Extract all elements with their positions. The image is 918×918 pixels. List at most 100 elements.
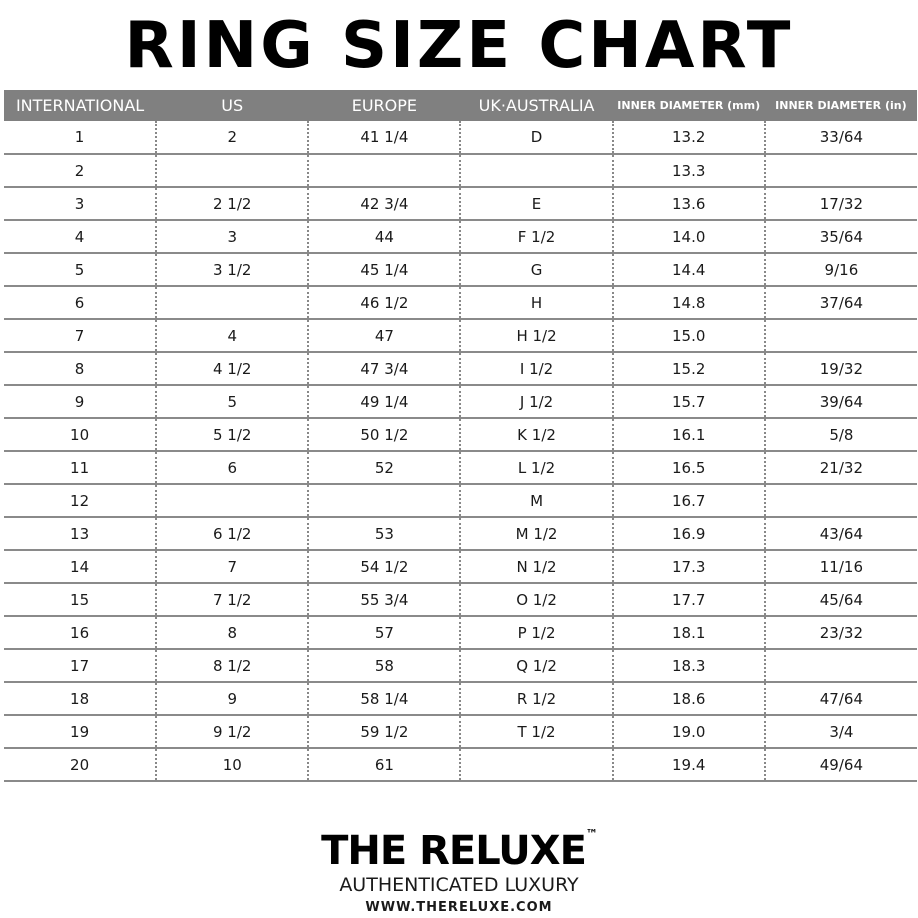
table-cell: I 1/2	[459, 352, 613, 386]
table-cell: 6	[4, 286, 157, 320]
table-cell: 13.3	[611, 154, 765, 188]
table-cell	[155, 154, 309, 188]
table-cell: 19	[4, 715, 157, 749]
table-cell: 6 1/2	[155, 517, 309, 551]
table-row: 18 9 58 1/4 R 1/2 18.6 47/64	[4, 682, 917, 716]
table-cell: 39/64	[763, 385, 917, 419]
table-cell: 52	[307, 451, 461, 485]
table-cell	[155, 286, 309, 320]
table-row: 19 9 1/2 59 1/2 T 1/2 19.0 3/4	[4, 715, 917, 749]
table-cell: 17.7	[611, 583, 765, 617]
table-cell: 7 1/2	[155, 583, 309, 617]
table-cell: 16.7	[611, 484, 765, 518]
table-row: 4 3 44 F 1/2 14.0 35/64	[4, 220, 917, 254]
table-cell: 57	[307, 616, 461, 650]
table-cell: 9	[155, 682, 309, 716]
table-cell: M	[459, 484, 613, 518]
table-row: 1 2 41 1/4 D 13.2 33/64	[4, 121, 917, 155]
table-cell: 46 1/2	[307, 286, 461, 320]
table-cell: 8	[4, 352, 157, 386]
table-cell: 14	[4, 550, 157, 584]
table-cell: 10	[155, 748, 309, 782]
table-cell: 19.0	[611, 715, 765, 749]
table-row: 10 5 1/2 50 1/2 K 1/2 16.1 5/8	[4, 418, 917, 452]
table-cell: 3 1/2	[155, 253, 309, 287]
table-cell: 23/32	[763, 616, 917, 650]
table-cell: 6	[155, 451, 309, 485]
table-cell: 47 3/4	[307, 352, 461, 386]
table-cell: F 1/2	[459, 220, 613, 254]
table-cell: 50 1/2	[307, 418, 461, 452]
table-cell: 11/16	[763, 550, 917, 584]
table-cell: 43/64	[763, 517, 917, 551]
table-cell: 16.5	[611, 451, 765, 485]
table-cell: 5 1/2	[155, 418, 309, 452]
table-cell: 3	[155, 220, 309, 254]
header-us: US	[156, 90, 309, 121]
table-cell: 10	[4, 418, 157, 452]
table-cell: 14.8	[611, 286, 765, 320]
table-cell: 19.4	[611, 748, 765, 782]
table-cell: 4	[155, 319, 309, 353]
table-cell: 61	[307, 748, 461, 782]
table-cell: 14.4	[611, 253, 765, 287]
table-cell: 8 1/2	[155, 649, 309, 683]
trademark-symbol: ™	[585, 827, 598, 841]
table-cell: 3/4	[763, 715, 917, 749]
table-cell: 15	[4, 583, 157, 617]
table-cell: 45 1/4	[307, 253, 461, 287]
table-cell: 5	[4, 253, 157, 287]
table-cell: 16.1	[611, 418, 765, 452]
table-cell: 17.3	[611, 550, 765, 584]
table-cell	[763, 649, 917, 683]
table-cell: 41 1/4	[307, 121, 461, 155]
table-cell: 15.0	[611, 319, 765, 353]
table-cell: 4	[4, 220, 157, 254]
header-inner-diameter-mm: INNER DIAMETER (mm)	[612, 90, 765, 121]
table-cell: 15.7	[611, 385, 765, 419]
table-cell: 2	[155, 121, 309, 155]
table-cell: G	[459, 253, 613, 287]
table-cell: 49 1/4	[307, 385, 461, 419]
table-cell: P 1/2	[459, 616, 613, 650]
table-cell: 9 1/2	[155, 715, 309, 749]
table-cell: 9/16	[763, 253, 917, 287]
table-header-row: INTERNATIONAL US EUROPE UK·AUSTRALIA INN…	[4, 90, 917, 121]
table-cell: 18.1	[611, 616, 765, 650]
table-row: 20 10 61 19.4 49/64	[4, 748, 917, 782]
table-cell: 33/64	[763, 121, 917, 155]
table-cell: 13.2	[611, 121, 765, 155]
brand-logo: THE RELUXE™ AUTHENTICATED LUXURY WWW.THE…	[0, 828, 918, 916]
table-cell: 45/64	[763, 583, 917, 617]
table-cell: 4 1/2	[155, 352, 309, 386]
table-cell	[459, 748, 613, 782]
table-cell: K 1/2	[459, 418, 613, 452]
table-cell: 47/64	[763, 682, 917, 716]
website-url: WWW.THERELUXE.COM	[365, 900, 553, 915]
table-cell: 49/64	[763, 748, 917, 782]
table-cell: 13.6	[611, 187, 765, 221]
table-cell: 59 1/2	[307, 715, 461, 749]
table-cell: 18.6	[611, 682, 765, 716]
table-cell: 11	[4, 451, 157, 485]
table-cell	[763, 154, 917, 188]
table-cell: 2 1/2	[155, 187, 309, 221]
table-row: 11 6 52 L 1/2 16.5 21/32	[4, 451, 917, 485]
table-body: 1 2 41 1/4 D 13.2 33/64 2 13.3 3 2 1/2 42 3/4 E 13.6…	[4, 121, 917, 782]
table-cell: 14.0	[611, 220, 765, 254]
table-cell: 37/64	[763, 286, 917, 320]
table-row: 17 8 1/2 58 Q 1/2 18.3	[4, 649, 917, 683]
table-cell: 16.9	[611, 517, 765, 551]
table-cell: H	[459, 286, 613, 320]
table-cell: Q 1/2	[459, 649, 613, 683]
table-cell: 5/8	[763, 418, 917, 452]
table-cell: 19/32	[763, 352, 917, 386]
table-cell: O 1/2	[459, 583, 613, 617]
table-cell: 2	[4, 154, 157, 188]
brand-name: THE RELUXE™	[0, 828, 918, 874]
table-cell	[763, 319, 917, 353]
table-row: 13 6 1/2 53 M 1/2 16.9 43/64	[4, 517, 917, 551]
